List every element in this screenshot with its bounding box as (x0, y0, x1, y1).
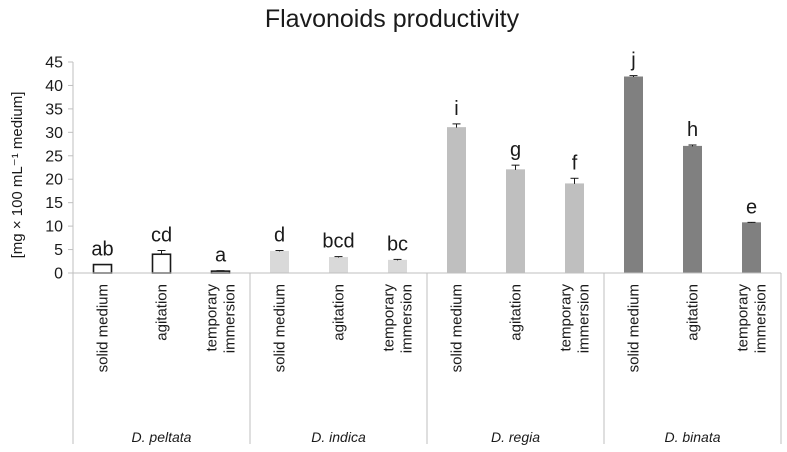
category-label: solid medium (626, 284, 643, 372)
significance-letter: f (572, 152, 578, 174)
chart-title: Flavonoids productivity (265, 5, 520, 33)
category-label: solid medium (449, 284, 466, 372)
category-label: temporary (381, 284, 398, 352)
y-axis-label: [mg × 100 mL⁻¹ medium] (9, 92, 26, 259)
category-label: agitation (331, 284, 348, 341)
significance-letter: ab (91, 239, 113, 261)
significance-letter: d (274, 224, 285, 246)
y-tick-label: 30 (45, 125, 63, 142)
category-label: immersion (576, 284, 593, 353)
category-label: solid medium (272, 284, 289, 372)
y-tick-label: 25 (45, 148, 63, 165)
bar (683, 145, 702, 274)
group-label: D. peltata (132, 429, 192, 445)
bar (447, 127, 466, 274)
group-label: D. indica (311, 429, 366, 445)
group-label: D. binata (664, 429, 720, 445)
bar (329, 257, 348, 274)
significance-letter: g (510, 139, 521, 161)
y-tick-label: 15 (45, 195, 63, 212)
y-tick-label: 35 (45, 101, 63, 118)
bar (624, 76, 643, 274)
category-label: solid medium (95, 284, 112, 372)
significance-letter: i (454, 98, 458, 120)
bars-layer: ab cd a d bcd bc i g f j h e (91, 50, 761, 274)
y-axis: 0 5 10 15 20 25 30 35 40 45 (45, 55, 74, 283)
bar (151, 253, 172, 274)
category-label: agitation (685, 284, 702, 341)
y-tick-label: 5 (54, 242, 63, 259)
bar (506, 169, 525, 274)
significance-letter: j (630, 50, 635, 72)
bar (92, 263, 113, 274)
significance-letter: h (687, 119, 698, 141)
y-tick-label: 10 (45, 219, 63, 236)
significance-letter: bc (387, 233, 408, 255)
y-tick-label: 0 (54, 266, 63, 283)
category-label: agitation (154, 284, 171, 341)
group-label: D. regia (491, 429, 540, 445)
category-label: agitation (508, 284, 525, 341)
category-label: temporary (204, 284, 221, 352)
category-label: immersion (753, 284, 770, 353)
y-tick-label: 20 (45, 172, 63, 189)
x-axis: D. peltata solid medium agitation temporary… (72, 272, 782, 445)
bar (388, 259, 407, 274)
y-tick-label: 40 (45, 78, 63, 95)
category-label: temporary (558, 284, 575, 352)
category-label: temporary (735, 284, 752, 352)
significance-letter: a (215, 245, 227, 267)
bar (270, 250, 289, 274)
category-label: immersion (399, 284, 416, 353)
category-label: immersion (222, 284, 239, 353)
significance-letter: e (746, 196, 757, 218)
bar (565, 183, 584, 274)
significance-letter: cd (151, 224, 172, 246)
bar (742, 222, 761, 274)
y-tick-label: 45 (45, 55, 63, 72)
significance-letter: bcd (322, 231, 354, 253)
